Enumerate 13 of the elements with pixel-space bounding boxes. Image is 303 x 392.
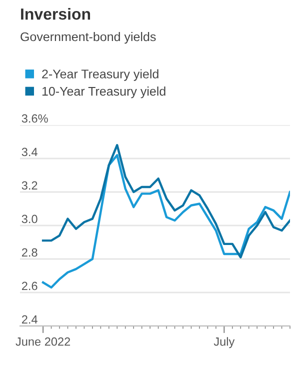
chart-title: Inversion — [21, 8, 90, 20]
y-tick-label: 3.4 — [22, 148, 38, 156]
y-tick-label: 2.8 — [22, 248, 38, 257]
x-tick-label: June 2022 — [16, 337, 70, 346]
x-tick-label: July — [214, 337, 235, 348]
y-tick-label: 2.6 — [22, 282, 38, 290]
y-tick-label: 3.0 — [22, 214, 38, 224]
y-tick-label: 2.4 — [22, 315, 38, 324]
chart-subtitle: Government-bond yields — [20, 32, 156, 44]
y-tick-label: 3.2 — [22, 181, 38, 190]
legend-label: 10-Year Treasury yield — [42, 86, 166, 98]
legend-label: 2-Year Treasury yield — [42, 69, 158, 81]
y-tick-label: 3.6% — [22, 114, 48, 123]
